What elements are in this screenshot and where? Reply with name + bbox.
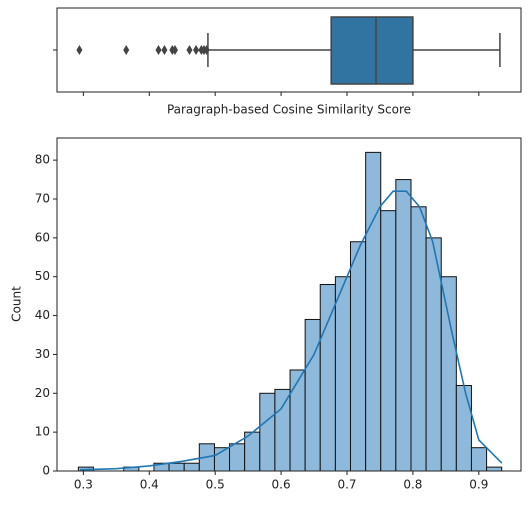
outlier (161, 45, 168, 55)
histogram-bar (304, 318, 321, 472)
x-tick-label: 0.5 (206, 478, 225, 492)
outlier (193, 45, 200, 55)
axes-frame (56, 137, 522, 472)
y-axis-label: Count (10, 286, 24, 322)
x-tick-label: 0.8 (403, 478, 422, 492)
kde-line (80, 190, 503, 471)
histogram-bar (229, 443, 246, 472)
y-tick-label: 10 (35, 425, 50, 439)
box (330, 16, 414, 85)
histogram-bar (319, 283, 336, 472)
outlier (203, 45, 210, 55)
y-tick-label: 20 (35, 386, 50, 400)
histogram-bar (395, 179, 412, 472)
histogram-bar (470, 447, 488, 472)
outlier (155, 45, 162, 55)
x-tick-label: 0.6 (272, 478, 291, 492)
y-tick-label: 70 (35, 192, 50, 206)
histogram-bar (486, 466, 503, 472)
histogram-bar (183, 462, 200, 472)
x-axis-label: Paragraph-based Cosine Similarity Score (167, 103, 411, 117)
outlier (123, 45, 130, 55)
y-tick-label: 80 (35, 153, 50, 167)
histogram-bar (274, 388, 291, 472)
histogram-bar (244, 431, 261, 472)
histogram-bar (168, 462, 185, 472)
outlier (186, 45, 193, 55)
histogram-bar (410, 206, 427, 472)
x-tick-label: 0.4 (140, 478, 159, 492)
x-tick-label: 0.3 (74, 478, 93, 492)
y-tick-label: 0 (42, 464, 50, 478)
x-tick-label: 0.9 (469, 478, 488, 492)
outlier (76, 45, 83, 55)
histogram-bar (259, 392, 276, 472)
outlier (171, 45, 178, 55)
y-tick-label: 50 (35, 269, 50, 283)
histogram-bar (455, 385, 472, 472)
histogram-bar (289, 369, 306, 472)
histogram-bar (349, 241, 367, 472)
axes-frame (56, 7, 522, 93)
histogram-bar (334, 276, 351, 472)
x-tick-label: 0.7 (337, 478, 356, 492)
histogram-bar (365, 151, 382, 472)
y-tick-label: 60 (35, 230, 50, 244)
histogram-bar (380, 210, 397, 472)
y-tick-label: 40 (35, 308, 50, 322)
y-tick-label: 30 (35, 347, 50, 361)
histogram-bar (440, 276, 457, 472)
